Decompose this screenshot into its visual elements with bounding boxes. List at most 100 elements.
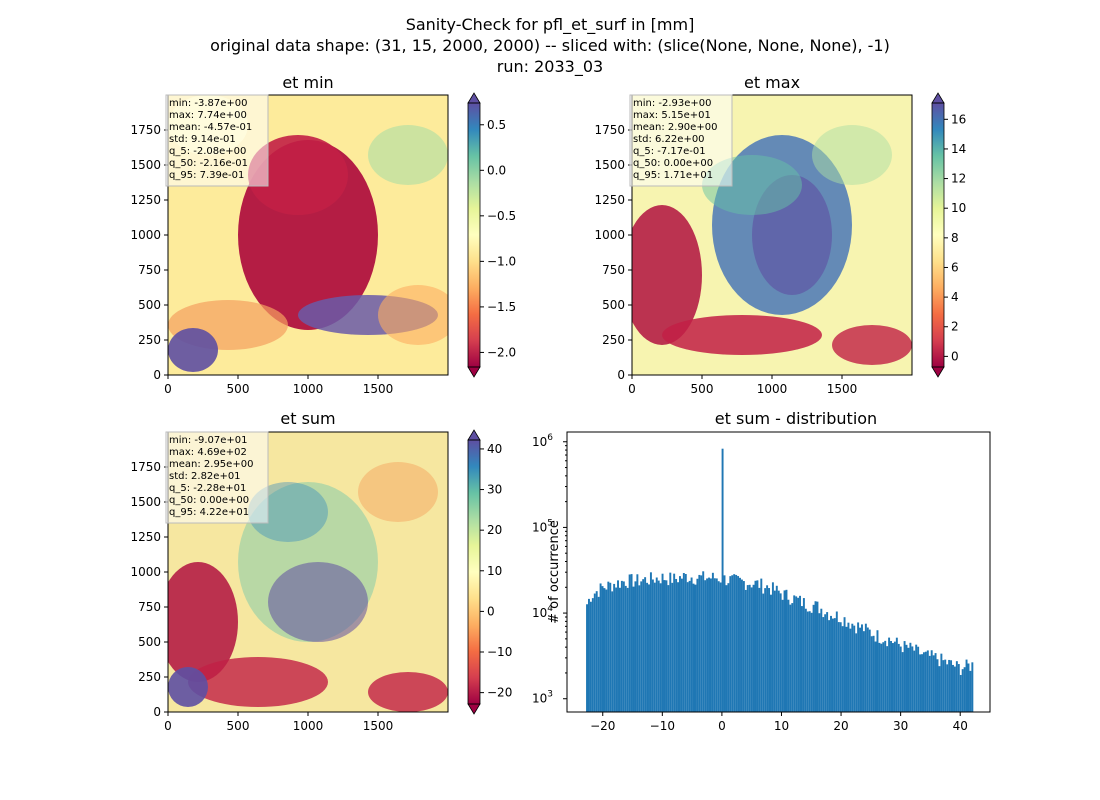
histogram-bar [711, 572, 714, 712]
colorbar-tick-label: −1.5 [487, 300, 516, 314]
histogram-bar [704, 580, 707, 712]
histogram-bar [649, 572, 652, 712]
histogram-bar [663, 580, 666, 712]
histogram-bar [628, 574, 631, 712]
histogram-bar [684, 574, 687, 712]
histogram-bar [696, 578, 699, 712]
colorbar-tick-label: 4 [951, 290, 959, 304]
histogram-bar [659, 583, 662, 712]
colorbar-gradient [468, 440, 480, 704]
histogram-bar [905, 644, 908, 712]
histogram-bar [891, 643, 894, 712]
colorbar-tick-label: 10 [951, 201, 966, 215]
histogram-bar [882, 642, 885, 712]
histogram-bar [657, 580, 660, 712]
histogram-bar [818, 613, 821, 712]
histogram-bar [888, 637, 891, 712]
stats-line: std: 2.82e+01 [169, 471, 241, 482]
histogram-bar [603, 588, 606, 712]
histogram-bar [770, 594, 772, 712]
histogram-bar [646, 582, 649, 712]
histogram-bar [957, 664, 960, 712]
histogram-bar [754, 580, 757, 712]
x-tick-label: 1500 [363, 382, 394, 396]
histogram-bar [855, 633, 858, 712]
histogram-bar [942, 660, 945, 712]
histogram-bar [748, 584, 751, 712]
histogram-bar [713, 578, 716, 712]
histogram-bar [675, 578, 678, 712]
stats-line: std: 6.22e+00 [633, 134, 705, 145]
histogram-bar [620, 580, 623, 712]
histogram-bar [932, 655, 935, 712]
histogram-bar [737, 576, 740, 712]
panel-title-et-max: et max [744, 73, 800, 92]
stats-line: q_95: 1.71e+01 [633, 170, 713, 181]
colorbar-tick-label: −1.0 [487, 254, 516, 268]
histogram-bar [640, 581, 643, 712]
histogram-bar [944, 659, 947, 712]
x-tick-label: 0 [628, 382, 636, 396]
histogram-bar [909, 642, 912, 712]
histogram-bar [613, 583, 616, 712]
histogram-bar [760, 578, 763, 712]
stats-line: q_5: -2.28e+01 [169, 483, 246, 494]
stats-line: q_95: 4.22e+01 [169, 507, 249, 518]
x-tick-label: −20 [590, 719, 615, 733]
colorbar-frame [467, 102, 481, 368]
colorbar-extend-min [467, 366, 481, 378]
histogram-bar [665, 580, 668, 712]
stats-box-bg [165, 431, 269, 524]
histogram-bar [859, 627, 862, 712]
x-tick-label: 30 [893, 719, 908, 733]
histogram-bar [721, 448, 724, 712]
histogram-bar [694, 584, 697, 712]
histogram-bar [686, 582, 689, 712]
histogram-bar [727, 583, 730, 712]
colorbar-tick-label: −10 [487, 645, 512, 659]
histogram-bar [895, 637, 898, 712]
histogram-bar [638, 585, 641, 712]
stats-line: q_50: 0.00e+00 [633, 158, 713, 169]
stats-line: min: -9.07e+01 [169, 435, 248, 446]
histogram-bar [626, 587, 629, 712]
histogram-bar [717, 581, 720, 712]
histogram-bar [702, 571, 705, 712]
histogram-bar [618, 587, 621, 712]
histogram-bar [752, 584, 755, 712]
histogram-bar [913, 650, 916, 712]
y-tick-label: 1250 [130, 530, 161, 544]
colorbar-tick-label: 8 [951, 231, 959, 245]
histogram-bar [934, 653, 937, 712]
colorbar-tick-label: 0.5 [487, 118, 506, 132]
histogram-bar [862, 631, 865, 712]
colorbar-frame [931, 102, 945, 368]
x-tick-label: 1500 [363, 719, 394, 733]
histogram-bar [777, 590, 780, 712]
histogram-bar [648, 584, 650, 712]
y-tick-label: 500 [138, 298, 161, 312]
histogram-bar [595, 591, 598, 712]
histogram-bar [679, 576, 681, 712]
histogram-bar [802, 598, 805, 712]
histogram-bar [816, 601, 819, 712]
y-tick-label: 1500 [594, 158, 625, 172]
histogram-bar [907, 647, 910, 712]
x-tick-label: 20 [833, 719, 848, 733]
histogram-bar [806, 611, 809, 712]
colorbar-tick-label: 40 [487, 442, 502, 456]
histogram-bar [800, 606, 803, 712]
x-tick-label: 40 [953, 719, 968, 733]
histogram-bar [669, 572, 672, 712]
y-tick-label: 1750 [130, 460, 161, 474]
histogram-bar [593, 593, 596, 712]
colorbar-extend-min [931, 366, 945, 378]
histogram-bar [952, 664, 954, 712]
histogram-bar [897, 643, 900, 712]
histogram-bar [653, 582, 656, 712]
histogram-bar [971, 662, 974, 712]
x-tick-label: 10 [774, 719, 789, 733]
colorbar-tick-label: 20 [487, 523, 502, 537]
histogram-bar [725, 585, 728, 712]
